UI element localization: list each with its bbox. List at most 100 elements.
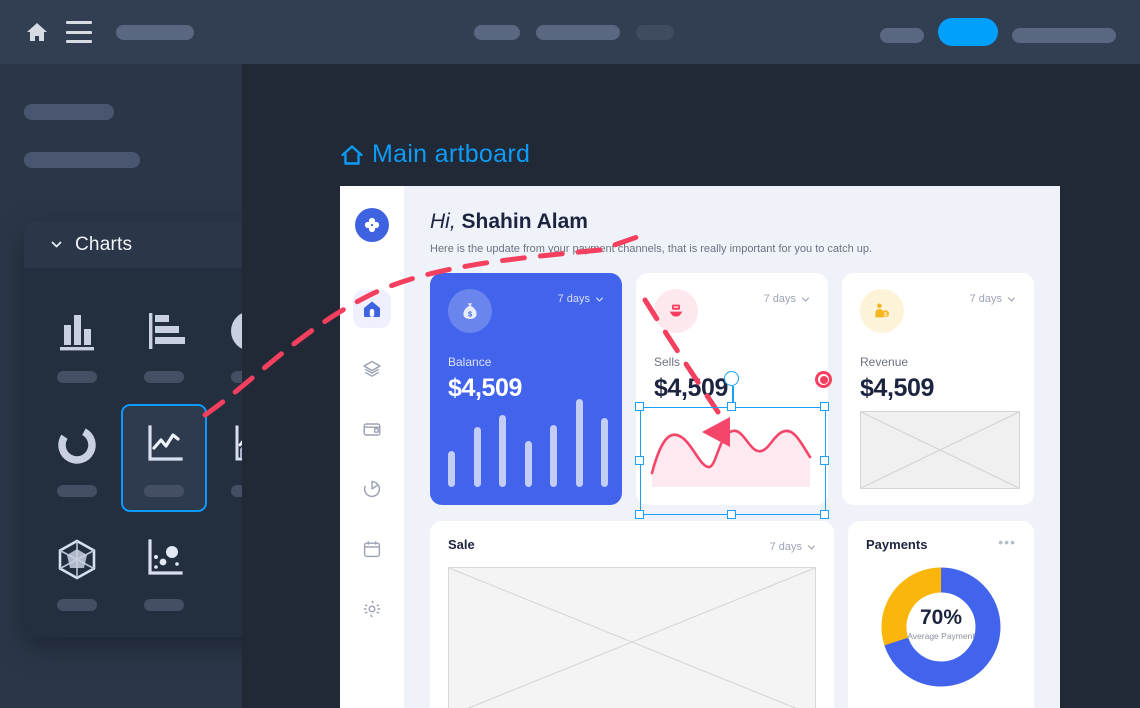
chart-item-radar-chart[interactable]	[34, 518, 121, 626]
toolbar-placeholder-1[interactable]	[474, 25, 520, 40]
card-header: $ 7 days	[448, 289, 604, 333]
resize-handle-top-right[interactable]	[820, 402, 829, 411]
chevron-down-icon[interactable]	[50, 238, 63, 251]
chevron-down-icon	[1008, 296, 1015, 302]
bar-5	[550, 424, 557, 487]
sidebar-placeholder-1[interactable]	[24, 104, 114, 120]
bar-chart-icon	[139, 305, 189, 357]
scatter-chart-icon	[139, 533, 189, 585]
svg-text:$: $	[468, 309, 472, 318]
dashboard-content: Hi, Shahin Alam Here is the update from …	[404, 186, 1060, 708]
toolbar-right-group	[880, 18, 1116, 46]
rail-item-settings[interactable]	[353, 590, 391, 628]
chart-item-column-chart[interactable]	[34, 290, 121, 398]
artboard-title-label: Main artboard	[372, 140, 531, 168]
cursor-arrow	[702, 417, 730, 447]
bar-7	[601, 417, 608, 487]
greeting-name: Shahin Alam	[461, 210, 588, 233]
payments-card-title: Payments	[866, 537, 928, 552]
chart-item-bar-chart[interactable]	[121, 290, 208, 398]
rotate-handle[interactable]	[724, 371, 739, 386]
bar-6	[575, 398, 583, 487]
clover-logo-icon[interactable]	[355, 208, 389, 242]
stat-label-balance: Balance	[448, 355, 492, 369]
chart-item-label	[57, 599, 98, 611]
stat-label-revenue: Revenue	[860, 355, 909, 369]
sells-box-icon	[654, 289, 698, 333]
range-label: 7 days	[969, 293, 1002, 305]
resize-handle-top-left[interactable]	[635, 402, 644, 411]
resize-handle-bottom-center[interactable]	[727, 510, 736, 519]
resize-handle-bottom-left[interactable]	[635, 510, 644, 519]
greeting-subtitle: Here is the update from your payment cha…	[430, 243, 873, 255]
chart-item-scatter-chart[interactable]	[121, 518, 208, 626]
bar-2	[473, 427, 481, 487]
chart-item-label	[57, 485, 98, 497]
card-header: Sale 7 days	[448, 537, 816, 553]
home-icon[interactable]	[24, 19, 50, 45]
range-label: 7 days	[557, 293, 590, 305]
record-dot[interactable]	[815, 371, 832, 388]
chevron-down-icon	[596, 296, 603, 302]
chart-item-line-chart[interactable]	[120, 404, 208, 512]
rail-item-analytics[interactable]	[353, 470, 391, 508]
range-label: 7 days	[769, 541, 802, 553]
payments-donut-chart: 70% Average Payment	[866, 562, 1016, 692]
stat-label-sells: Sells	[654, 355, 681, 369]
rotate-handle-stem	[732, 386, 734, 408]
donut-chart-icon	[52, 419, 102, 471]
top-toolbar	[0, 0, 1140, 64]
chart-item-label	[143, 485, 184, 497]
donut-center-label: 70% Average Payment	[866, 606, 1016, 641]
share-button[interactable]	[938, 18, 998, 46]
charts-panel-title: Charts	[75, 233, 133, 255]
money-bag-icon: $	[448, 289, 492, 333]
range-dropdown-balance[interactable]: 7 days	[558, 293, 604, 305]
toolbar-placeholder-4[interactable]	[880, 28, 924, 43]
toolbar-placeholder-2[interactable]	[536, 25, 620, 40]
rail-item-wallet[interactable]	[353, 410, 391, 448]
home-icon	[340, 143, 364, 167]
greeting: Hi, Shahin Alam	[430, 210, 1034, 234]
document-title-placeholder[interactable]	[116, 24, 194, 40]
radar-chart-icon	[52, 533, 102, 585]
range-dropdown-sells[interactable]: 7 days	[764, 293, 810, 305]
sale-card[interactable]: Sale 7 days	[430, 521, 834, 708]
chart-item-label	[57, 371, 98, 383]
resize-handle-middle-left[interactable]	[635, 456, 644, 465]
revenue-person-icon: $	[860, 289, 904, 333]
sidebar-placeholder-2[interactable]	[24, 152, 140, 168]
toolbar-placeholder-5[interactable]	[1012, 28, 1116, 43]
resize-handle-middle-right[interactable]	[820, 456, 829, 465]
more-options-icon[interactable]: •••	[998, 534, 1016, 550]
chart-item-label	[143, 599, 184, 611]
resize-handle-bottom-right[interactable]	[820, 510, 829, 519]
artboard-title[interactable]: Main artboard	[340, 140, 530, 169]
greeting-prefix: Hi,	[430, 210, 456, 233]
bar-4	[524, 440, 532, 487]
range-dropdown-sale[interactable]: 7 days	[770, 541, 816, 553]
card-header: $ 7 days	[860, 289, 1016, 333]
bar-3	[499, 415, 506, 487]
range-label: 7 days	[763, 293, 796, 305]
stat-card-revenue[interactable]: $ 7 days Revenue $4,509	[842, 273, 1034, 505]
bar-1	[448, 450, 455, 487]
chevron-down-icon	[808, 544, 815, 550]
lower-card-row: Sale 7 days Payments •••	[430, 521, 1034, 708]
dashboard-nav-rail	[340, 186, 404, 708]
payments-card[interactable]: Payments ••• 70% Average Payment	[848, 521, 1034, 708]
chart-item-donut-chart[interactable]	[34, 404, 121, 512]
rail-item-home[interactable]	[353, 290, 391, 328]
chart-item-label	[143, 371, 184, 383]
range-dropdown-revenue[interactable]: 7 days	[970, 293, 1016, 305]
stat-card-balance[interactable]: $ 7 days Balance $4,509	[430, 273, 622, 505]
sale-card-title: Sale	[448, 537, 475, 552]
stat-value-revenue: $4,509	[860, 374, 935, 402]
hamburger-menu-icon[interactable]	[66, 21, 92, 43]
resize-handle-top-center[interactable]	[727, 402, 736, 411]
toolbar-placeholder-3[interactable]	[636, 25, 674, 40]
rail-item-calendar[interactable]	[353, 530, 391, 568]
image-placeholder	[860, 411, 1020, 489]
rail-item-layers[interactable]	[353, 350, 391, 388]
